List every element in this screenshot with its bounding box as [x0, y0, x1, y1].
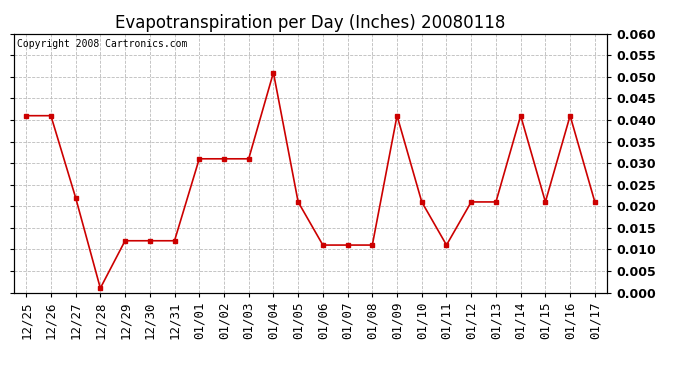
Title: Evapotranspiration per Day (Inches) 20080118: Evapotranspiration per Day (Inches) 2008… — [115, 14, 506, 32]
Text: Copyright 2008 Cartronics.com: Copyright 2008 Cartronics.com — [17, 39, 187, 49]
